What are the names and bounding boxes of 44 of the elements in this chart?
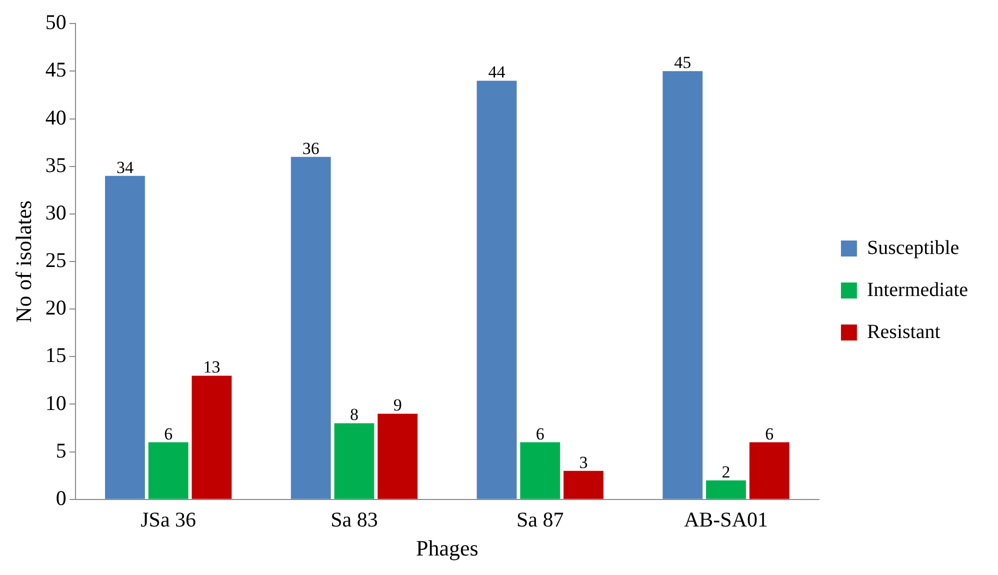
bar (192, 376, 232, 499)
bar (290, 156, 331, 499)
y-tick-label: 10 (45, 390, 66, 415)
y-tick-label: 20 (45, 296, 66, 320)
y-tick-label: 30 (45, 200, 66, 224)
data-label: 6 (164, 424, 173, 444)
bar (476, 80, 517, 499)
bar (706, 480, 746, 499)
x-axis-title: Phages (416, 536, 478, 561)
x-tick-label: AB-SA01 (684, 508, 768, 532)
data-label: 44 (488, 62, 506, 82)
y-tick-label: 15 (45, 343, 66, 368)
y-tick-label: 25 (45, 248, 66, 272)
x-tick-label: Sa 87 (516, 508, 564, 532)
data-label: 34 (116, 158, 134, 177)
y-tick-label: 50 (45, 10, 66, 34)
data-label: 13 (203, 358, 220, 377)
y-tick-label: 40 (45, 105, 66, 130)
legend-label: Susceptible (866, 236, 960, 259)
data-label: 9 (393, 396, 402, 415)
data-label: 6 (765, 424, 774, 444)
legend-label: Resistant (866, 320, 941, 343)
y-tick-label: 45 (45, 58, 66, 82)
x-tick-label: JSa 36 (140, 508, 196, 532)
bar (378, 414, 418, 499)
data-label: 3 (579, 452, 588, 472)
bar (148, 442, 188, 499)
data-label: 2 (722, 462, 730, 482)
bar (334, 423, 374, 499)
y-tick-label: 35 (45, 152, 66, 177)
legend-label: Intermediate (866, 278, 968, 301)
bar (662, 71, 703, 499)
bar (749, 442, 790, 499)
data-label: 45 (674, 53, 692, 72)
y-axis-title: No of isolates (10, 200, 36, 323)
x-tick-label: Sa 83 (330, 508, 378, 532)
bar (564, 470, 604, 499)
bar (105, 176, 145, 499)
data-label: 36 (302, 138, 320, 158)
bar (520, 442, 560, 499)
data-label: 8 (350, 405, 358, 424)
y-tick-label: 0 (56, 486, 66, 510)
data-label: 6 (536, 424, 544, 444)
y-tick-label: 5 (56, 438, 66, 462)
